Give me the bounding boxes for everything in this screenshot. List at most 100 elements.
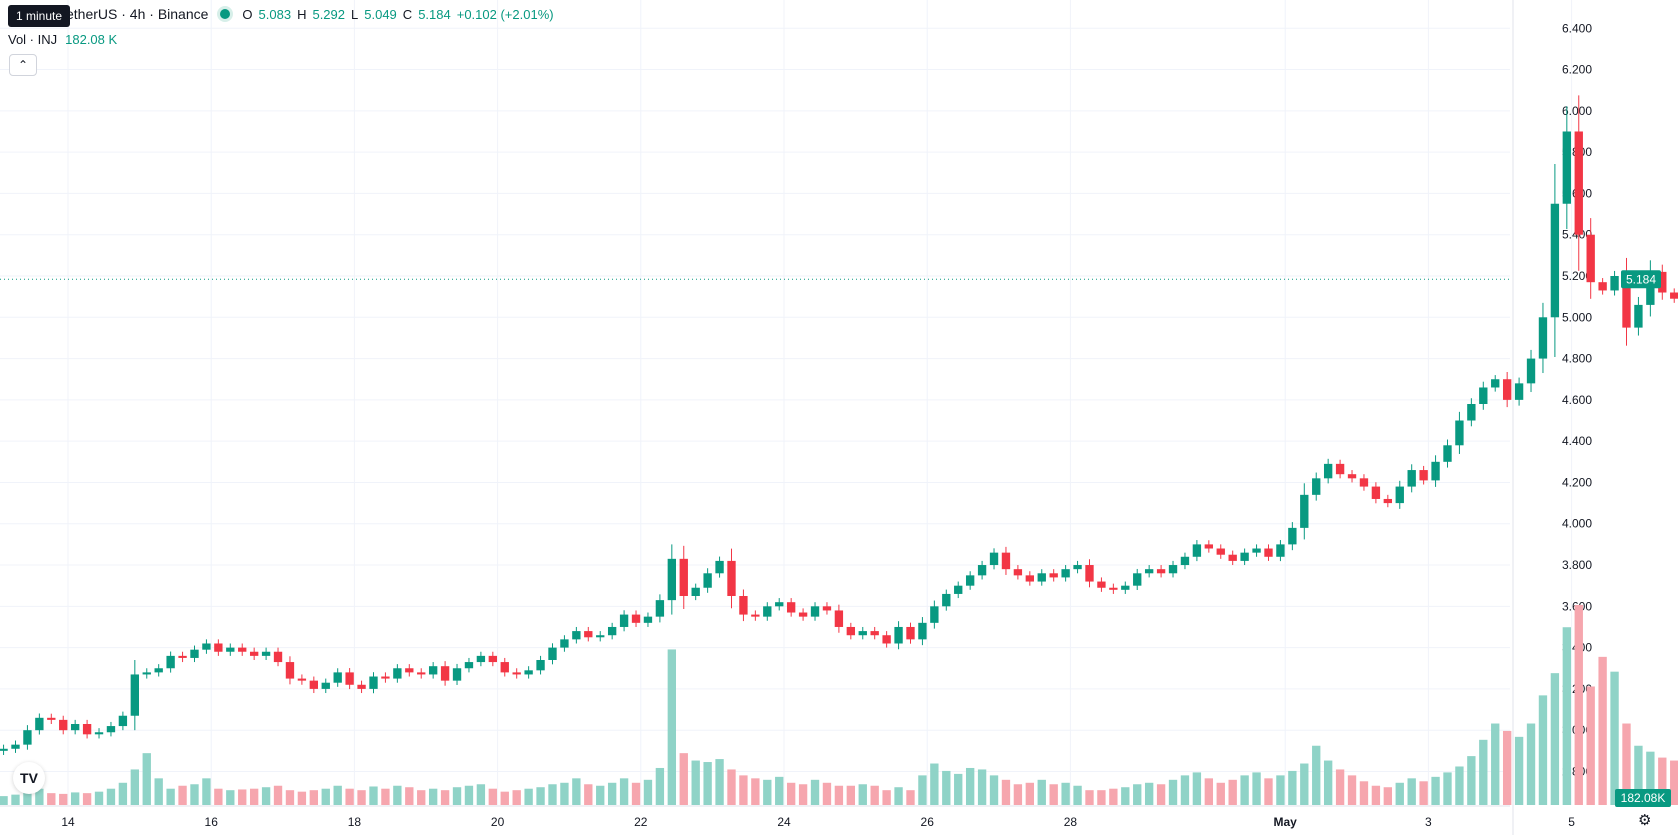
- candle-body: [1204, 544, 1214, 549]
- volume-bar: [775, 776, 784, 805]
- candle-body: [1407, 470, 1416, 487]
- volume-bar: [703, 762, 712, 805]
- candle-body: [739, 596, 748, 615]
- candle-body: [1550, 203, 1560, 318]
- candle-body: [1061, 569, 1070, 578]
- candle-body: [1073, 565, 1082, 570]
- time-tick-label: 28: [1064, 815, 1078, 829]
- candle-body: [1323, 463, 1333, 479]
- volume-bar: [452, 787, 462, 805]
- candle-body: [1335, 463, 1345, 475]
- candle-body: [1395, 486, 1404, 504]
- volume-bar: [1312, 745, 1321, 805]
- volume-bar: [596, 785, 605, 805]
- volume-bar: [1240, 775, 1249, 805]
- volume-value: 182.08 K: [65, 32, 118, 47]
- volume-bar: [70, 792, 80, 805]
- candle-body: [512, 672, 521, 675]
- candle-body: [1168, 565, 1178, 574]
- time-tick-label: 3: [1425, 815, 1432, 829]
- volume-bar: [369, 786, 378, 805]
- candle-body: [846, 626, 856, 636]
- price-tick-label: 5.200: [1562, 269, 1592, 283]
- candle-body: [1658, 271, 1667, 293]
- candle-body: [858, 631, 867, 636]
- volume-bar: [1479, 739, 1488, 805]
- candle-body: [1514, 383, 1524, 400]
- volume-legend: Vol · INJ 182.08 K: [8, 32, 117, 47]
- candle-body: [1180, 556, 1190, 566]
- volume-bar: [476, 784, 486, 805]
- volume-bar: [619, 778, 629, 805]
- candle-body: [11, 744, 20, 749]
- volume-bar: [1407, 778, 1416, 805]
- candle-body: [118, 715, 128, 727]
- volume-bar: [894, 787, 903, 805]
- volume-bar: [977, 769, 987, 805]
- candle-body: [249, 651, 259, 656]
- candle-body: [1049, 573, 1058, 578]
- candle-body: [751, 614, 760, 617]
- candle-body: [1574, 131, 1583, 235]
- candle-body: [333, 672, 342, 683]
- price-tick-label: 6.200: [1562, 63, 1592, 77]
- candle-body: [1109, 587, 1118, 590]
- candle-body: [894, 626, 903, 644]
- volume-bar: [226, 790, 235, 805]
- volume-label[interactable]: Vol · INJ: [8, 32, 58, 47]
- candle-body: [548, 647, 557, 660]
- volume-bar: [273, 785, 283, 805]
- volume-bar: [1133, 784, 1142, 805]
- volume-bar: [47, 793, 56, 805]
- volume-bar: [512, 790, 521, 805]
- candle-body: [1300, 494, 1309, 528]
- volume-bar: [810, 779, 820, 805]
- volume-bar: [440, 790, 450, 805]
- volume-bar: [1073, 785, 1082, 805]
- price-tick-label: 4.000: [1562, 517, 1592, 531]
- candle-body: [297, 678, 307, 681]
- volume-bar: [106, 788, 116, 805]
- candle-body: [428, 666, 438, 675]
- high-value: 5.292: [312, 6, 346, 22]
- volume-bar: [35, 788, 44, 805]
- volume-bar: [381, 788, 390, 805]
- volume-bar: [1550, 673, 1560, 805]
- time-tick-label: 20: [491, 815, 505, 829]
- volume-bar: [1192, 772, 1202, 805]
- candle-body: [989, 552, 999, 566]
- tradingview-logo[interactable]: TV: [13, 762, 45, 794]
- volume-bar: [572, 778, 581, 805]
- symbol-title[interactable]: etherUS · 4h · Binance: [66, 6, 209, 22]
- volume-bar: [1634, 745, 1643, 805]
- candle-body: [954, 585, 963, 594]
- volume-bar: [1228, 779, 1237, 805]
- low-label: L: [351, 6, 359, 22]
- candle-body: [70, 724, 80, 731]
- candle-body: [273, 651, 283, 663]
- volume-bar: [1144, 782, 1154, 805]
- volume-bar: [1085, 790, 1094, 805]
- candle-body: [655, 600, 665, 617]
- candle-body: [775, 602, 784, 607]
- volume-bar: [918, 775, 927, 805]
- collapse-legend-button[interactable]: ⌃: [9, 54, 37, 76]
- price-tick-label: 3.800: [1562, 558, 1592, 572]
- candle-body: [667, 558, 677, 601]
- volume-bar: [345, 788, 354, 805]
- volume-bar: [297, 791, 307, 805]
- candle-body: [906, 626, 915, 640]
- volume-bar: [464, 785, 474, 805]
- time-tick-label: 5: [1568, 815, 1575, 829]
- candle-body: [1216, 548, 1225, 555]
- candle-body: [536, 660, 545, 671]
- candle-body: [1419, 470, 1428, 481]
- volume-bar: [643, 779, 653, 805]
- gear-icon[interactable]: ⚙: [1638, 812, 1652, 829]
- volume-bar: [1276, 775, 1285, 805]
- candle-body: [1252, 548, 1261, 553]
- candle-body: [23, 730, 32, 745]
- candle-body: [381, 676, 390, 679]
- volume-bar: [1443, 772, 1452, 805]
